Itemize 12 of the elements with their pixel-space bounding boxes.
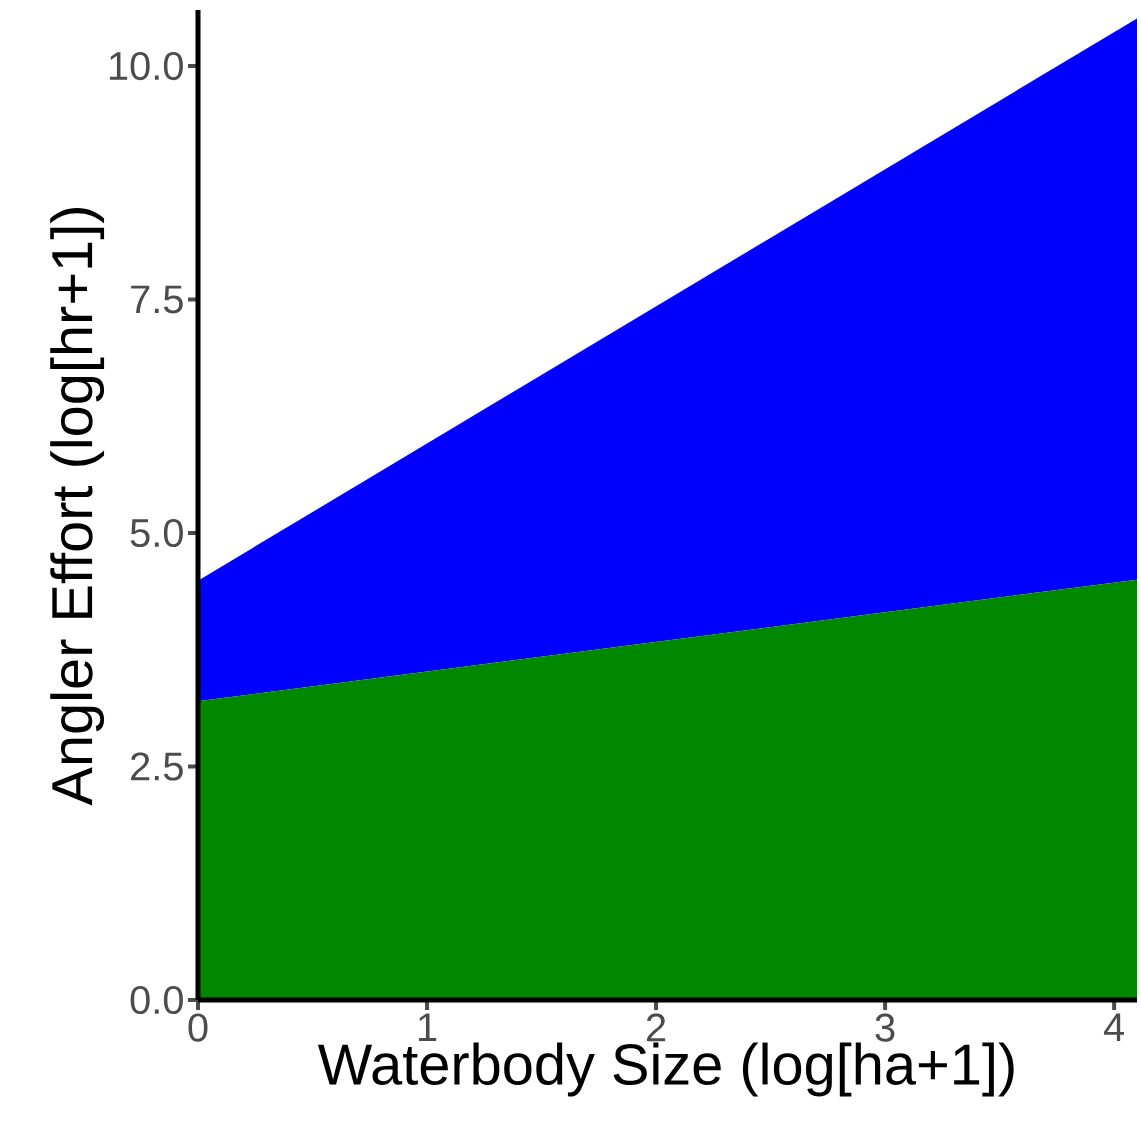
- y-axis-title: Angler Effort (log[hr+1]): [50, 208, 105, 806]
- y-tick-label: 7.5: [131, 285, 183, 314]
- x-tick-label: 2: [646, 1013, 666, 1042]
- y-tick-label: 0.0: [130, 985, 183, 1015]
- y-tick-label: 10.0: [109, 51, 183, 81]
- y-tick-label: 5.0: [130, 518, 183, 548]
- x-tick-label: 1: [418, 1013, 437, 1041]
- x-tick-label: 0: [188, 1013, 208, 1042]
- x-tick-label: 4: [1103, 1013, 1125, 1041]
- x-tick-label: 3: [875, 1013, 895, 1042]
- y-tick-label: 2.5: [131, 752, 183, 781]
- x-axis-title: Waterbody Size (log[ha+1]): [317, 1042, 1014, 1097]
